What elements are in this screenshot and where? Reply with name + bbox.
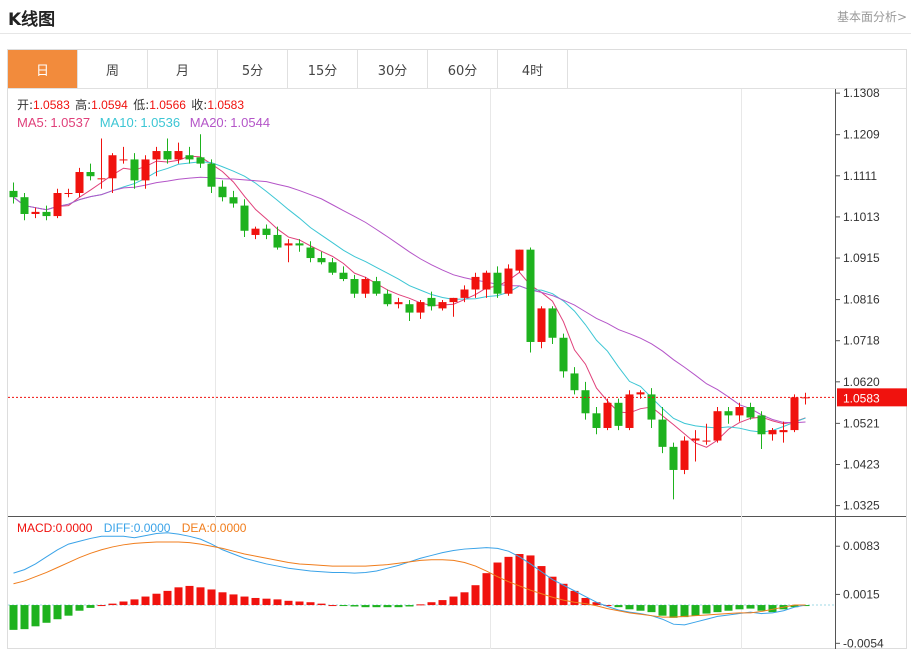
- tab-month[interactable]: 月: [148, 50, 218, 88]
- header-divider: [0, 33, 911, 34]
- tab-60min[interactable]: 60分: [428, 50, 498, 88]
- tab-30min[interactable]: 30分: [358, 50, 428, 88]
- chart-panel: [7, 49, 907, 649]
- tab-5min[interactable]: 5分: [218, 50, 288, 88]
- fundamental-analysis-link[interactable]: 基本面分析>: [836, 10, 907, 24]
- page-title: K线图: [8, 10, 56, 30]
- tab-week[interactable]: 周: [78, 50, 148, 88]
- tabs-divider: [8, 88, 906, 89]
- tab-day[interactable]: 日: [8, 50, 78, 88]
- period-tabs: 日 周 月 5分 15分 30分 60分 4时: [8, 50, 568, 88]
- tab-4hour[interactable]: 4时: [498, 50, 568, 88]
- tab-15min[interactable]: 15分: [288, 50, 358, 88]
